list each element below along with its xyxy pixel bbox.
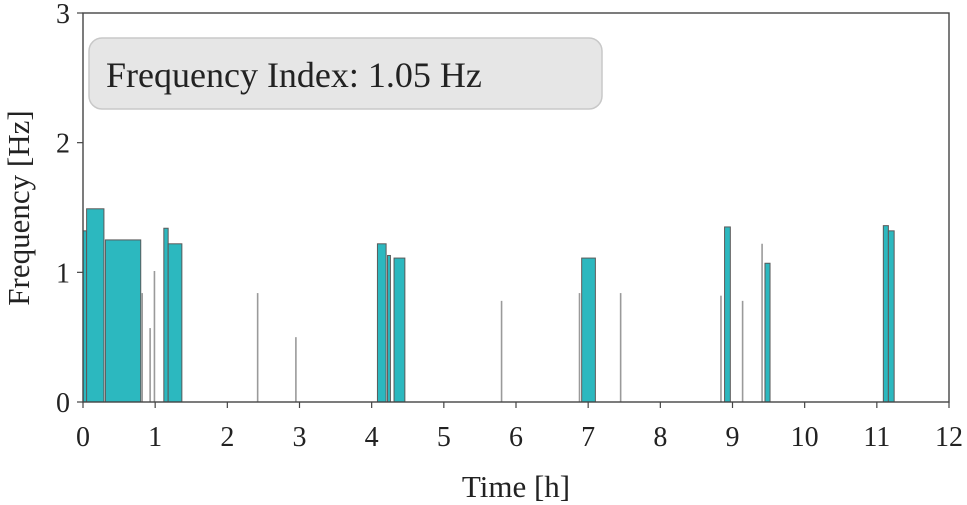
bar-0-4 — [167, 243, 183, 403]
bar-0-8 — [581, 257, 596, 403]
bar-0-12 — [887, 230, 895, 403]
y-tick-label: 3 — [56, 0, 70, 30]
annotation-box: Frequency Index: 1.05 Hz — [88, 37, 603, 110]
annotation-text: Frequency Index: 1.05 Hz — [106, 55, 482, 95]
y-tick-label: 0 — [56, 388, 70, 419]
x-tick-label: 10 — [791, 422, 819, 453]
bar-0-2 — [104, 239, 142, 403]
bar-0-7 — [393, 257, 406, 403]
x-tick-label: 5 — [437, 422, 451, 453]
y-tick-label: 1 — [56, 258, 70, 289]
x-axis-title: Time [h] — [462, 469, 570, 504]
x-tick-label: 4 — [365, 422, 379, 453]
bar-0-5 — [376, 243, 387, 403]
x-tick-label: 12 — [935, 422, 963, 453]
x-tick-label: 1 — [148, 422, 162, 453]
x-tick-label: 3 — [293, 422, 307, 453]
x-tick-label: 6 — [509, 422, 523, 453]
bar-0-11 — [882, 225, 889, 403]
bar-0-6 — [387, 254, 391, 403]
bar-0-10 — [764, 262, 771, 403]
x-tick-label: 11 — [863, 422, 890, 453]
x-tick-label: 0 — [76, 422, 90, 453]
bar-0-1 — [86, 208, 105, 403]
y-axis-title: Frequency [Hz] — [1, 110, 36, 305]
x-tick-label: 8 — [653, 422, 667, 453]
bar-0-9 — [724, 226, 731, 403]
x-tick-label: 2 — [220, 422, 234, 453]
x-tick-label: 7 — [581, 422, 595, 453]
y-tick-label: 2 — [56, 129, 70, 160]
x-tick-label: 9 — [726, 422, 740, 453]
bars-layer — [82, 208, 895, 403]
bar-0-3 — [163, 227, 169, 403]
